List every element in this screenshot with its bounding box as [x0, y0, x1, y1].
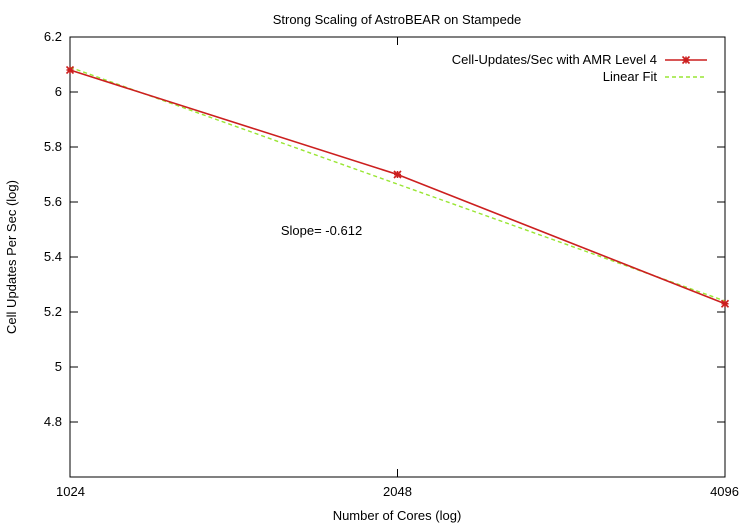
y-tick-label: 5.2 [44, 304, 62, 319]
data-point-marker [720, 299, 730, 308]
x-tick-label: 1024 [56, 484, 85, 499]
y-tick-label: 6 [55, 84, 62, 99]
y-axis-label: Cell Updates Per Sec (log) [4, 180, 19, 334]
linear-fit-line [69, 66, 726, 302]
legend-label: Linear Fit [603, 69, 658, 84]
data-series-line [69, 69, 726, 305]
x-tick-label: 4096 [710, 484, 739, 499]
annotation-layer: Slope= -0.612 [281, 223, 362, 238]
y-tick-label: 5 [55, 359, 62, 374]
y-tick-label: 6.2 [44, 29, 62, 44]
slope-annotation: Slope= -0.612 [281, 223, 362, 238]
chart-title: Strong Scaling of AstroBEAR on Stampede [273, 12, 522, 27]
legend-label: Cell-Updates/Sec with AMR Level 4 [452, 52, 657, 67]
legend-marker [681, 55, 691, 65]
series-layer [65, 65, 730, 308]
y-tick-label: 5.6 [44, 194, 62, 209]
legend: Cell-Updates/Sec with AMR Level 4 Linear … [452, 52, 707, 84]
x-axis: 1024 2048 4096 [56, 37, 739, 499]
plot-frame [69, 36, 726, 478]
y-tick-label: 5.8 [44, 139, 62, 154]
y-tick-label: 5.4 [44, 249, 62, 264]
data-point-marker [393, 170, 402, 179]
x-axis-label: Number of Cores (log) [333, 508, 462, 523]
data-point-marker [65, 65, 75, 75]
y-tick-label: 4.8 [44, 414, 62, 429]
y-axis: 4.8 5 5.2 5.4 5.6 5.8 6 6.2 [44, 29, 725, 429]
x-tick-label: 2048 [383, 484, 412, 499]
